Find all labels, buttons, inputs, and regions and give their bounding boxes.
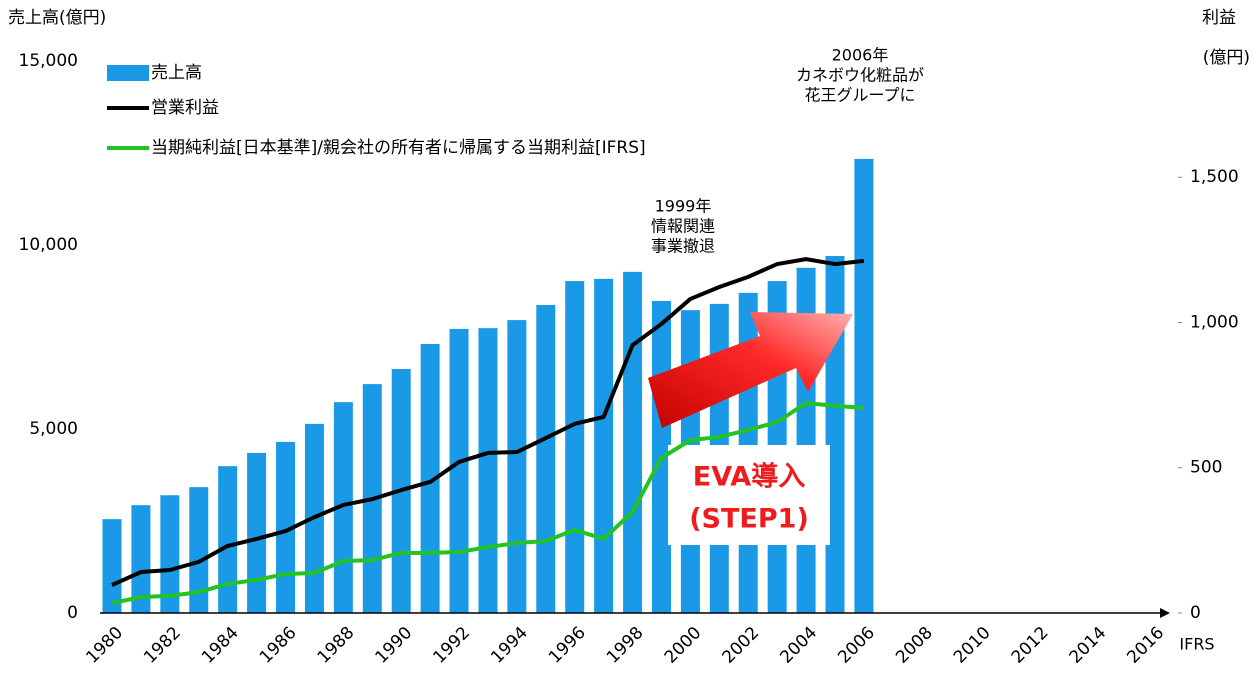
bar (507, 320, 527, 613)
bar (276, 441, 296, 613)
x-tick-label: 1990 (372, 623, 417, 668)
annotation: IFRS (1179, 635, 1214, 654)
y2-tick-label: 500 (1190, 458, 1222, 478)
annotation: (STEP1) (689, 504, 809, 535)
bar (449, 328, 469, 613)
x-tick-label: 2000 (661, 623, 706, 668)
y-tick-label: 5,000 (29, 419, 78, 439)
line-series (111, 257, 865, 587)
x-tick-label: 1988 (314, 623, 359, 668)
annotation: 2006年 (832, 46, 889, 65)
bar (247, 452, 267, 613)
x-tick-label: 1980 (82, 623, 127, 668)
y2-axis-label: (億円) (1203, 48, 1250, 68)
bar (420, 343, 440, 613)
bar (825, 256, 845, 613)
x-tick-label: 2006 (834, 623, 879, 668)
annotation: EVA導入 (693, 461, 805, 493)
y2-tick-label: 1,000 (1190, 312, 1239, 332)
bar (189, 487, 209, 613)
bar (131, 505, 151, 613)
bar (478, 328, 498, 613)
bar (102, 519, 122, 613)
bar (218, 466, 238, 613)
legend-label: 売上高 (151, 63, 202, 83)
bar (623, 271, 643, 613)
x-tick-label: 1994 (487, 623, 532, 668)
y-axis-label: 売上高(億円) (8, 8, 106, 28)
bar (594, 278, 614, 613)
x-tick-label: 1998 (603, 623, 648, 668)
bar (536, 304, 556, 613)
x-axis-arrow (1160, 608, 1170, 618)
x-tick-label: 1996 (545, 623, 590, 668)
y-tick-label: 0 (67, 603, 78, 623)
x-tick-label: 2004 (776, 623, 821, 668)
annotation: 情報関連 (651, 217, 715, 236)
bar (160, 495, 180, 613)
x-tick-label: 1986 (256, 623, 301, 668)
x-tick-label: 2002 (719, 623, 764, 668)
bar (565, 281, 585, 613)
annotation: 1999年 (655, 197, 712, 216)
annotation: 事業撤退 (651, 237, 715, 256)
legend-swatch (107, 65, 149, 81)
annotation: カネボウ化粧品が (796, 66, 924, 85)
legend-label: 営業利益 (151, 98, 219, 118)
legend-label: 当期純利益[日本基準]/親会社の所有者に帰属する当期利益[IFRS] (151, 138, 646, 158)
x-tick-label: 1992 (429, 623, 474, 668)
x-tick-label: 1982 (140, 623, 185, 668)
y-tick-label: 15,000 (19, 51, 78, 71)
y2-tick-label: 0 (1190, 603, 1201, 623)
x-tick-label: 2016 (1123, 623, 1168, 668)
bar (854, 158, 874, 613)
x-tick-label: 2008 (892, 623, 937, 668)
arrow (648, 312, 853, 428)
y2-axis-label: 利益 (1202, 8, 1236, 28)
x-tick-label: 2010 (950, 623, 995, 668)
y2-tick-label: 1,500 (1190, 167, 1239, 187)
annotation: 花王グループに (804, 86, 915, 105)
line-series (111, 400, 865, 606)
x-tick-label: 2014 (1066, 623, 1111, 668)
x-tick-label: 2012 (1008, 623, 1053, 668)
y-tick-label: 10,000 (19, 235, 78, 255)
x-tick-label: 1984 (198, 623, 243, 668)
annotation-box (668, 445, 830, 545)
